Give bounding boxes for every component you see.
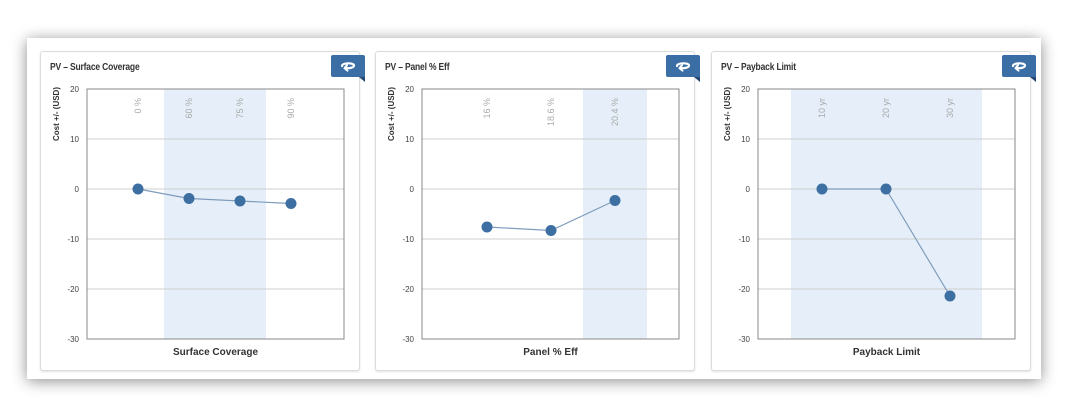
line-chart: 20 10 0 -10 -20 -30 10 yr 20 yr 30 yr Payback Lim… bbox=[723, 85, 1016, 358]
data-point[interactable] bbox=[285, 198, 297, 209]
y-tick-label: -20 bbox=[738, 285, 750, 294]
line-chart: 20 10 0 -10 -20 -30 16 % 18.6 % 20.4 % Panel % Ef… bbox=[387, 85, 680, 358]
reset-arrow-icon bbox=[675, 62, 691, 72]
y-tick-label: -20 bbox=[402, 285, 414, 294]
data-point[interactable] bbox=[545, 225, 557, 236]
plot-area-border bbox=[421, 88, 680, 340]
y-tick-label: -10 bbox=[402, 235, 414, 244]
panel-title: PV – Payback Limit bbox=[721, 62, 796, 73]
y-tick-label: -10 bbox=[738, 235, 750, 244]
y-tick-label: 0 bbox=[410, 185, 415, 194]
y-tick-label: -30 bbox=[738, 335, 750, 344]
category-label: 18.6 % bbox=[546, 98, 556, 126]
reset-button[interactable] bbox=[331, 55, 365, 82]
y-tick-label: 20 bbox=[741, 85, 750, 94]
category-label: 30 yr bbox=[945, 98, 955, 118]
category-label: 75 % bbox=[235, 98, 245, 119]
category-label: 20 yr bbox=[881, 98, 891, 118]
plot-area-border bbox=[86, 88, 345, 340]
data-point[interactable] bbox=[609, 195, 621, 206]
reset-button[interactable] bbox=[1002, 55, 1036, 82]
x-axis-title: Panel % Eff bbox=[523, 347, 578, 358]
y-tick-label: 20 bbox=[70, 85, 79, 94]
y-tick-label: -30 bbox=[402, 335, 414, 344]
plot-area-border bbox=[757, 88, 1016, 340]
reset-arrow-icon bbox=[1011, 62, 1027, 72]
panel-title: PV – Surface Coverage bbox=[50, 62, 140, 73]
highlight-band bbox=[164, 89, 266, 339]
category-label: 0 % bbox=[133, 98, 143, 114]
y-tick-label: 20 bbox=[405, 85, 414, 94]
data-point[interactable] bbox=[880, 183, 892, 195]
x-axis-title: Surface Coverage bbox=[173, 347, 258, 358]
chart-panel-panel-eff: PV – Panel % Eff 20 10 0 -10 -20 -30 16 % 18.6 … bbox=[375, 51, 700, 371]
chart-panel-surface-coverage: PV – Surface Coverage 20 10 0 -10 -20 -30 0 % 6… bbox=[40, 51, 365, 371]
highlight-band bbox=[791, 89, 982, 339]
series-line bbox=[137, 188, 292, 205]
category-label: 16 % bbox=[482, 98, 492, 119]
category-label: 60 % bbox=[184, 98, 194, 119]
data-point[interactable] bbox=[944, 290, 956, 302]
highlight-band bbox=[583, 89, 647, 339]
chart-panel-payback-limit: PV – Payback Limit 20 10 0 -10 -20 -30 10 yr 20… bbox=[711, 51, 1036, 371]
y-tick-label: 10 bbox=[741, 135, 750, 144]
data-point[interactable] bbox=[816, 183, 828, 195]
y-tick-label: -10 bbox=[67, 235, 79, 244]
data-point[interactable] bbox=[183, 193, 195, 204]
category-label: 20.4 % bbox=[610, 98, 620, 126]
data-point[interactable] bbox=[132, 183, 144, 195]
reset-button[interactable] bbox=[666, 55, 700, 82]
reset-arrow-icon bbox=[340, 62, 356, 72]
y-tick-label: 0 bbox=[75, 185, 80, 194]
y-axis-title: Cost +/- (USD) bbox=[52, 87, 61, 141]
y-tick-label: -30 bbox=[67, 335, 79, 344]
category-label: 10 yr bbox=[817, 98, 827, 118]
y-tick-label: 10 bbox=[70, 135, 79, 144]
y-tick-label: 10 bbox=[405, 135, 414, 144]
data-point[interactable] bbox=[234, 195, 246, 207]
data-point[interactable] bbox=[481, 221, 493, 233]
y-axis-title: Cost +/- (USD) bbox=[723, 87, 732, 141]
y-axis-title: Cost +/- (USD) bbox=[387, 87, 396, 141]
y-tick-label: -20 bbox=[67, 285, 79, 294]
line-chart: 20 10 0 -10 -20 -30 0 % 60 % 75 % 90 % Surface Cov… bbox=[52, 85, 345, 358]
panel-title: PV – Panel % Eff bbox=[385, 62, 450, 73]
y-tick-label: 0 bbox=[746, 185, 751, 194]
x-axis-title: Payback Limit bbox=[853, 347, 921, 358]
category-label: 90 % bbox=[286, 98, 296, 119]
